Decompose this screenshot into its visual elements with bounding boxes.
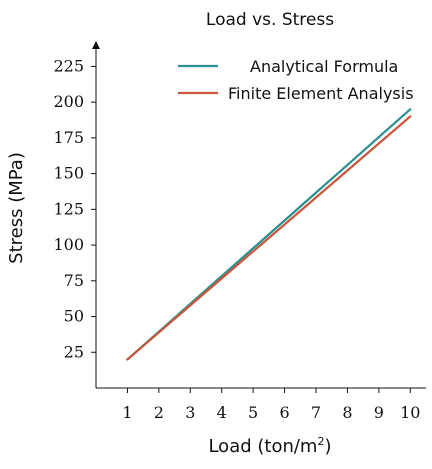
x-tick-label: 10 xyxy=(400,403,420,422)
data-point xyxy=(127,359,129,361)
y-tick-label: 125 xyxy=(53,199,84,218)
y-tick-label: 150 xyxy=(53,164,84,183)
y-tick-label: 100 xyxy=(53,235,84,254)
legend-item-finite-element-analysis: Finite Element Analysis xyxy=(178,84,414,103)
chart-title: Load vs. Stress xyxy=(206,10,334,30)
y-tick-label: 200 xyxy=(53,92,84,111)
legend-label: Analytical Formula xyxy=(250,57,398,76)
y-tick-label: 225 xyxy=(53,56,84,75)
data-point xyxy=(284,224,286,226)
data-point xyxy=(409,109,411,111)
x-tick-label: 9 xyxy=(374,403,384,422)
y-tick-label: 75 xyxy=(64,271,84,290)
data-point xyxy=(189,305,191,307)
data-point xyxy=(252,247,254,249)
series-finite-element-analysis-line xyxy=(126,115,412,361)
x-tick-label: 4 xyxy=(217,403,227,422)
data-point xyxy=(221,278,223,280)
data-point xyxy=(252,251,254,253)
x-tick-label: 1 xyxy=(122,403,132,422)
data-point xyxy=(347,164,349,166)
data-point xyxy=(315,197,317,199)
x-axis-label-main: Load (ton/m xyxy=(208,436,317,457)
legend-item-analytical-formula: Analytical Formula xyxy=(178,57,398,76)
x-axis-label: Load (ton/m2) xyxy=(208,435,331,457)
data-point xyxy=(409,116,411,118)
x-tick-label: 2 xyxy=(154,403,164,422)
data-point xyxy=(378,136,380,138)
y-tick-label: 175 xyxy=(53,128,84,147)
x-axis-label-superscript: 2 xyxy=(317,435,324,448)
legend-label: Finite Element Analysis xyxy=(228,84,414,103)
y-axis-label: Stress (MPa) xyxy=(6,152,27,264)
y-tick-label: 50 xyxy=(64,307,84,326)
x-tick-label: 6 xyxy=(279,403,289,422)
x-axis-label-suffix: ) xyxy=(324,436,331,457)
data-point xyxy=(315,192,317,194)
x-tick-label: 7 xyxy=(311,403,321,422)
x-tick-label: 3 xyxy=(185,403,195,422)
data-point xyxy=(347,170,349,172)
x-tick-label: 8 xyxy=(342,403,352,422)
data-point xyxy=(284,220,286,222)
data-point xyxy=(378,143,380,145)
data-point xyxy=(158,332,160,334)
y-tick-label: 25 xyxy=(64,342,84,361)
x-tick-label: 5 xyxy=(248,403,258,422)
